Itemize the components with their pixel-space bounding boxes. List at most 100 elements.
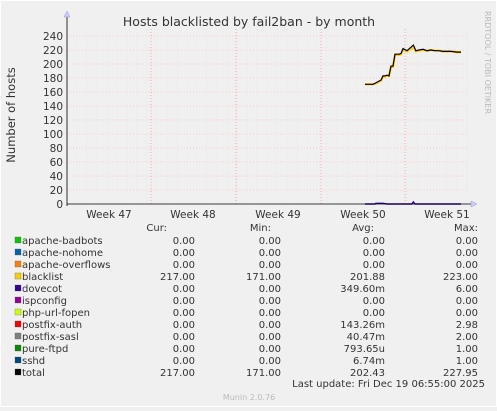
legend-min-apache-nohome: 0.00 <box>259 248 281 259</box>
legend-avg-postfix-sasl: 40.47m <box>347 332 385 343</box>
y-tick-label: 0 <box>56 199 63 211</box>
x-tick-label: Week 48 <box>170 209 215 221</box>
legend-min-postfix-sasl: 0.00 <box>259 332 281 343</box>
legend-avg-dovecot: 349.60m <box>340 284 385 295</box>
legend-avg-pure-ftpd: 793.65u <box>344 344 385 355</box>
legend-max-total: 227.95 <box>443 368 478 379</box>
legend-label-sshd: sshd <box>22 356 45 367</box>
series-line-blacklist <box>365 46 461 86</box>
x-axis-arrow <box>470 200 478 208</box>
legend-cur-php-url-fopen: 0.00 <box>173 308 195 319</box>
x-tick-label: Week 51 <box>424 209 469 221</box>
chart-title: Hosts blacklisted by fail2ban - by month <box>123 14 375 29</box>
legend-swatch-apache-badbots <box>14 236 22 244</box>
legend-cur-ispconfig: 0.00 <box>173 296 195 307</box>
x-tick-label: Week 47 <box>86 209 131 221</box>
y-tick-label: 220 <box>43 45 63 57</box>
legend-max-blacklist: 223.00 <box>443 272 478 283</box>
legend-label-blacklist: blacklist <box>22 272 63 283</box>
legend-header-avg: Avg: <box>352 223 374 234</box>
legend-header-cur: Cur: <box>146 223 167 234</box>
series-line-total <box>365 44 461 85</box>
legend-swatch-php-url-fopen <box>14 308 22 316</box>
legend-label-pure-ftpd: pure-ftpd <box>22 344 68 355</box>
legend-avg-total: 202.43 <box>350 368 385 379</box>
last-update: Last update: Fri Dec 19 06:55:00 2025 <box>292 379 485 390</box>
legend-min-blacklist: 171.00 <box>246 272 281 283</box>
legend-max-apache-nohome: 0.00 <box>456 248 478 259</box>
legend-label-apache-overflows: apache-overflows <box>22 260 111 271</box>
legend-cur-postfix-sasl: 0.00 <box>173 332 195 343</box>
legend-min-apache-badbots: 0.00 <box>259 236 281 247</box>
legend-swatch-blacklist <box>14 272 22 280</box>
legend-swatch-total <box>14 368 22 376</box>
legend-max-postfix-sasl: 2.00 <box>456 332 478 343</box>
legend-label-ispconfig: ispconfig <box>22 296 67 307</box>
legend-min-ispconfig: 0.00 <box>259 296 281 307</box>
legend-label-php-url-fopen: php-url-fopen <box>22 308 90 319</box>
x-ticks: Week 47 Week 48 Week 49 Week 50 Week 51 <box>86 209 469 221</box>
legend-label-apache-nohome: apache-nohome <box>22 248 103 259</box>
legend-avg-apache-overflows: 0.00 <box>363 260 385 271</box>
axes <box>63 10 478 208</box>
legend-max-php-url-fopen: 0.00 <box>456 308 478 319</box>
legend-avg-apache-nohome: 0.00 <box>363 248 385 259</box>
y-tick-label: 140 <box>43 101 63 113</box>
legend-min-dovecot: 0.00 <box>259 284 281 295</box>
legend-label-dovecot: dovecot <box>22 284 62 295</box>
y-tick-label: 100 <box>43 129 63 141</box>
legend-max-ispconfig: 0.00 <box>456 296 478 307</box>
legend-swatch-apache-overflows <box>14 260 22 268</box>
y-tick-label: 120 <box>43 115 63 127</box>
legend-cur-blacklist: 217.00 <box>160 272 195 283</box>
legend-cur-apache-nohome: 0.00 <box>173 248 195 259</box>
legend-swatch-apache-nohome <box>14 248 22 256</box>
legend-swatch-postfix-auth <box>14 320 22 328</box>
legend-cur-sshd: 0.00 <box>173 356 195 367</box>
legend-label-total: total <box>22 368 45 379</box>
legend-swatch-pure-ftpd <box>14 344 22 352</box>
legend-swatch-sshd <box>14 356 22 364</box>
legend-swatch-dovecot <box>14 284 22 292</box>
y-tick-label: 80 <box>50 143 63 155</box>
legend-avg-ispconfig: 0.00 <box>363 296 385 307</box>
legend-header-max: Max: <box>454 223 478 234</box>
x-tick-label: Week 49 <box>255 209 300 221</box>
legend-swatch-ispconfig <box>14 296 22 304</box>
y-tick-label: 240 <box>43 31 63 43</box>
y-tick-label: 20 <box>50 185 63 197</box>
legend-min-apache-overflows: 0.00 <box>259 260 281 271</box>
legend-cur-pure-ftpd: 0.00 <box>173 344 195 355</box>
legend-avg-postfix-auth: 143.26m <box>340 320 385 331</box>
legend-label-postfix-auth: postfix-auth <box>22 320 82 331</box>
legend-min-sshd: 0.00 <box>259 356 281 367</box>
legend-avg-blacklist: 201.88 <box>350 272 385 283</box>
y-ticks: 0 20 40 60 80 100 120 140 160 180 200 220 240 <box>43 31 63 211</box>
legend-min-php-url-fopen: 0.00 <box>259 308 281 319</box>
legend-max-pure-ftpd: 1.00 <box>456 344 478 355</box>
y-axis-label: Number of hosts <box>4 67 18 162</box>
legend-min-pure-ftpd: 0.00 <box>259 344 281 355</box>
y-tick-label: 160 <box>43 87 63 99</box>
legend-max-sshd: 1.00 <box>456 356 478 367</box>
legend-cur-apache-overflows: 0.00 <box>173 260 195 271</box>
legend-label-apache-badbots: apache-badbots <box>22 236 103 247</box>
legend-min-total: 171.00 <box>246 368 281 379</box>
legend-max-apache-badbots: 0.00 <box>456 236 478 247</box>
legend: Cur: Min: Avg: Max:apache-badbots 0.00 0.00 0.… <box>14 223 478 379</box>
y-axis-arrow <box>63 10 71 18</box>
grid <box>66 29 468 204</box>
x-tick-label: Week 50 <box>340 209 385 221</box>
legend-cur-apache-badbots: 0.00 <box>173 236 195 247</box>
legend-swatch-postfix-sasl <box>14 332 22 340</box>
legend-cur-total: 217.00 <box>160 368 195 379</box>
munin-version: Munin 2.0.76 <box>223 393 275 402</box>
y-tick-label: 200 <box>43 59 63 71</box>
legend-cur-postfix-auth: 0.00 <box>173 320 195 331</box>
rrdtool-credit: RRDTOOL / TOBI OETIKER <box>483 11 492 114</box>
legend-max-dovecot: 6.00 <box>456 284 478 295</box>
legend-avg-php-url-fopen: 0.00 <box>363 308 385 319</box>
legend-min-postfix-auth: 0.00 <box>259 320 281 331</box>
